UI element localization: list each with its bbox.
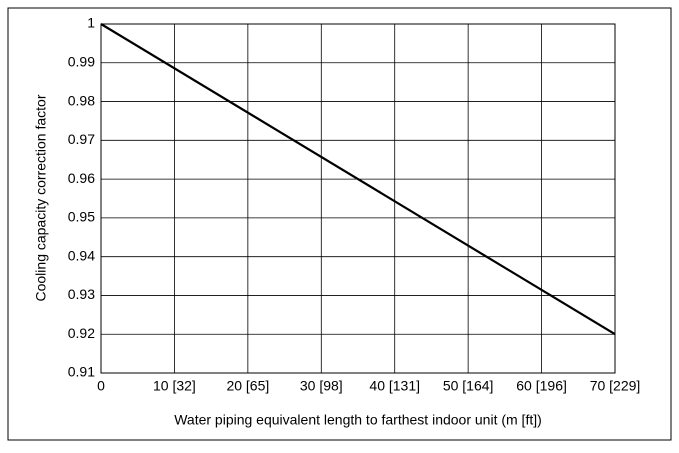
y-tick-label: 0.91 [68,364,95,380]
y-tick-label: 0.92 [68,325,95,341]
y-tick-label: 0.94 [68,247,95,263]
plot-border [100,23,616,374]
frame [7,7,672,441]
y-tick-label: 0.95 [68,209,95,225]
x-tick-label: 10 [32] [153,378,196,394]
y-tick-label: 0.96 [68,170,95,186]
x-tick-label: 60 [196] [516,378,567,394]
x-tick-label: 50 [164] [443,378,494,394]
x-tick-label: 30 [98] [300,378,343,394]
y-tick-label: 0.99 [68,53,95,69]
y-tick-label: 0.93 [68,286,95,302]
x-tick-label: 0 [97,378,105,394]
x-tick-label: 70 [229] [590,378,641,394]
y-tick-label: 0.97 [68,131,95,147]
x-tick-label: 40 [131] [369,378,420,394]
x-tick-label: 20 [65] [226,378,269,394]
y-tick-label: 0.98 [68,92,95,108]
y-tick-label: 1 [87,15,95,31]
line [100,23,616,336]
y-axis-label: Cooling capacity correction factor [33,94,49,301]
x-axis-label: Water piping equivalent length to farthe… [174,412,542,428]
